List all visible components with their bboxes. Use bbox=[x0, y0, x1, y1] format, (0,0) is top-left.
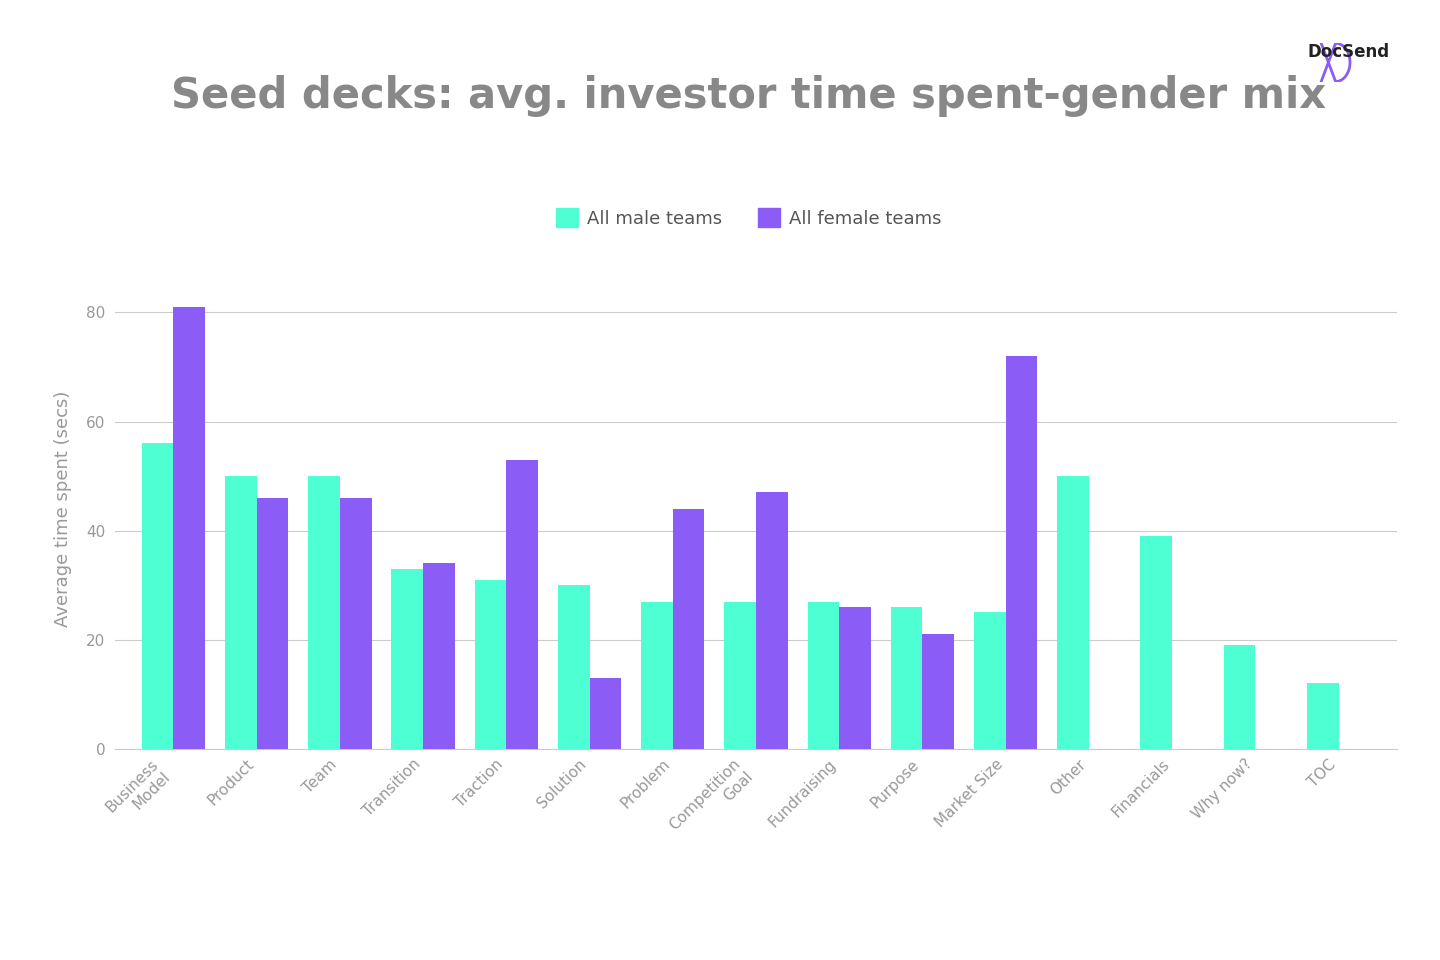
Bar bbox=[891, 607, 923, 749]
Bar bbox=[724, 602, 756, 749]
Y-axis label: Average time spent (secs): Average time spent (secs) bbox=[55, 391, 72, 627]
Bar bbox=[392, 568, 423, 749]
Legend: All male teams, All female teams: All male teams, All female teams bbox=[549, 201, 949, 235]
Bar bbox=[1224, 645, 1256, 749]
Bar bbox=[1308, 684, 1339, 749]
Bar bbox=[225, 476, 256, 749]
Bar bbox=[756, 492, 788, 749]
Bar bbox=[808, 602, 840, 749]
Bar bbox=[256, 498, 288, 749]
Bar bbox=[340, 498, 372, 749]
Bar bbox=[557, 586, 589, 749]
Text: DocSend: DocSend bbox=[1308, 43, 1390, 61]
Bar bbox=[1005, 356, 1037, 749]
Bar bbox=[589, 678, 621, 749]
Bar bbox=[923, 635, 955, 749]
Bar bbox=[641, 602, 672, 749]
Bar bbox=[308, 476, 340, 749]
Bar bbox=[840, 607, 871, 749]
Bar bbox=[507, 460, 539, 749]
Bar bbox=[973, 612, 1005, 749]
Text: Seed decks: avg. investor time spent-gender mix: Seed decks: avg. investor time spent-gen… bbox=[171, 75, 1326, 117]
Bar bbox=[141, 444, 173, 749]
Bar bbox=[475, 580, 507, 749]
Bar bbox=[173, 307, 204, 749]
Bar bbox=[423, 564, 455, 749]
Bar bbox=[1140, 536, 1172, 749]
Bar bbox=[672, 509, 704, 749]
Bar bbox=[1057, 476, 1089, 749]
